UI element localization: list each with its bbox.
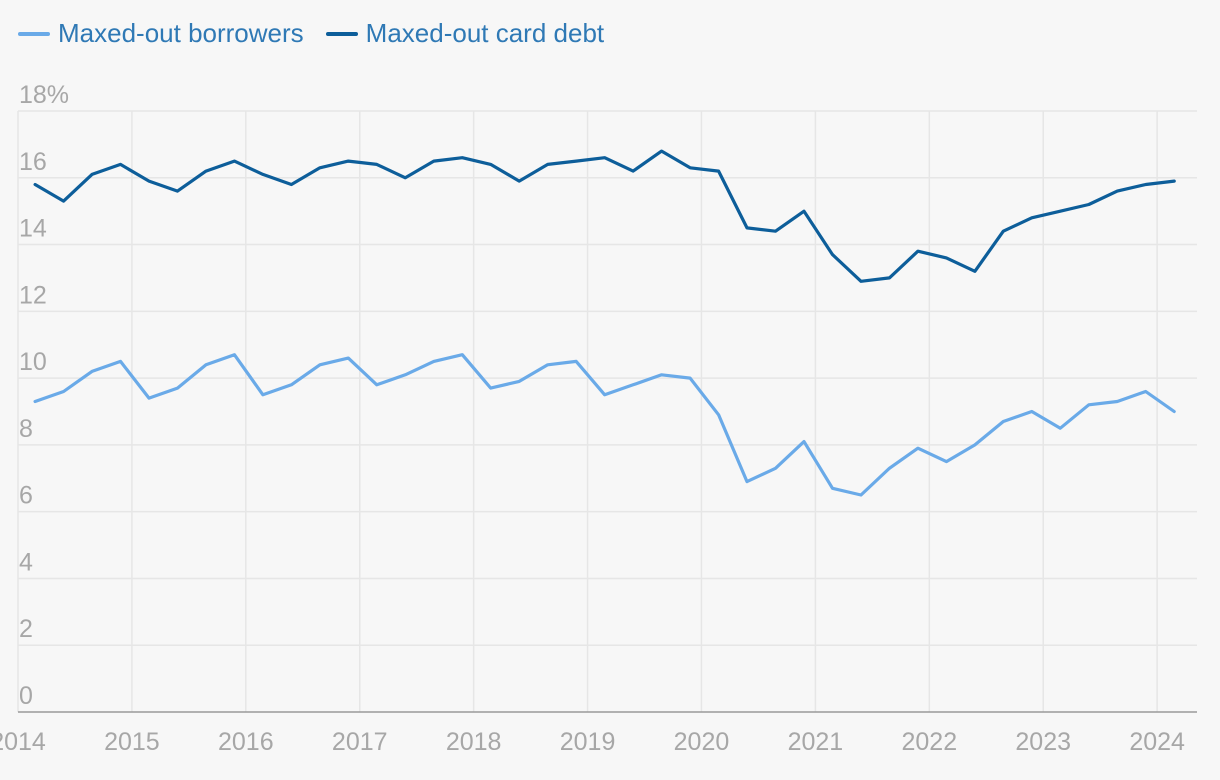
- x-tick-label: 2024: [1129, 728, 1185, 756]
- legend-item-card-debt: Maxed-out card debt: [325, 18, 605, 49]
- series-line-borrowers: [33, 353, 1176, 497]
- x-tick-label: 2020: [674, 728, 730, 756]
- legend-swatch-borrowers: [18, 31, 50, 36]
- y-tick-label: 14: [19, 215, 47, 243]
- y-tick-label: 10: [19, 348, 47, 376]
- x-tick-label: 2021: [788, 728, 844, 756]
- y-tick-label: 6: [19, 482, 33, 510]
- x-tick-label: 2023: [1015, 728, 1071, 756]
- y-tick-label: 4: [19, 548, 33, 576]
- y-tick-label: 18%: [19, 81, 69, 109]
- x-tick-label: 2019: [560, 728, 616, 756]
- x-tick-label: 2014: [0, 728, 46, 756]
- x-tick-label: 2016: [218, 728, 274, 756]
- x-tick-label: 2015: [104, 728, 160, 756]
- x-tick-label: 2022: [901, 728, 957, 756]
- y-tick-label: 8: [19, 415, 33, 443]
- legend-item-borrowers: Maxed-out borrowers: [18, 18, 304, 49]
- x-tick-label: 2018: [446, 728, 502, 756]
- series-line-card-debt: [33, 149, 1176, 283]
- x-tick-label: 2017: [332, 728, 388, 756]
- y-tick-label: 16: [19, 148, 47, 176]
- y-tick-label: 0: [19, 682, 33, 710]
- y-tick-label: 2: [19, 615, 33, 643]
- legend-label-card-debt: Maxed-out card debt: [365, 18, 605, 48]
- legend-label-borrowers: Maxed-out borrowers: [58, 18, 304, 48]
- y-tick-label: 12: [19, 281, 47, 309]
- legend-swatch-card-debt: [325, 31, 358, 36]
- legend: Maxed-out borrowers Maxed-out card debt: [18, 18, 604, 49]
